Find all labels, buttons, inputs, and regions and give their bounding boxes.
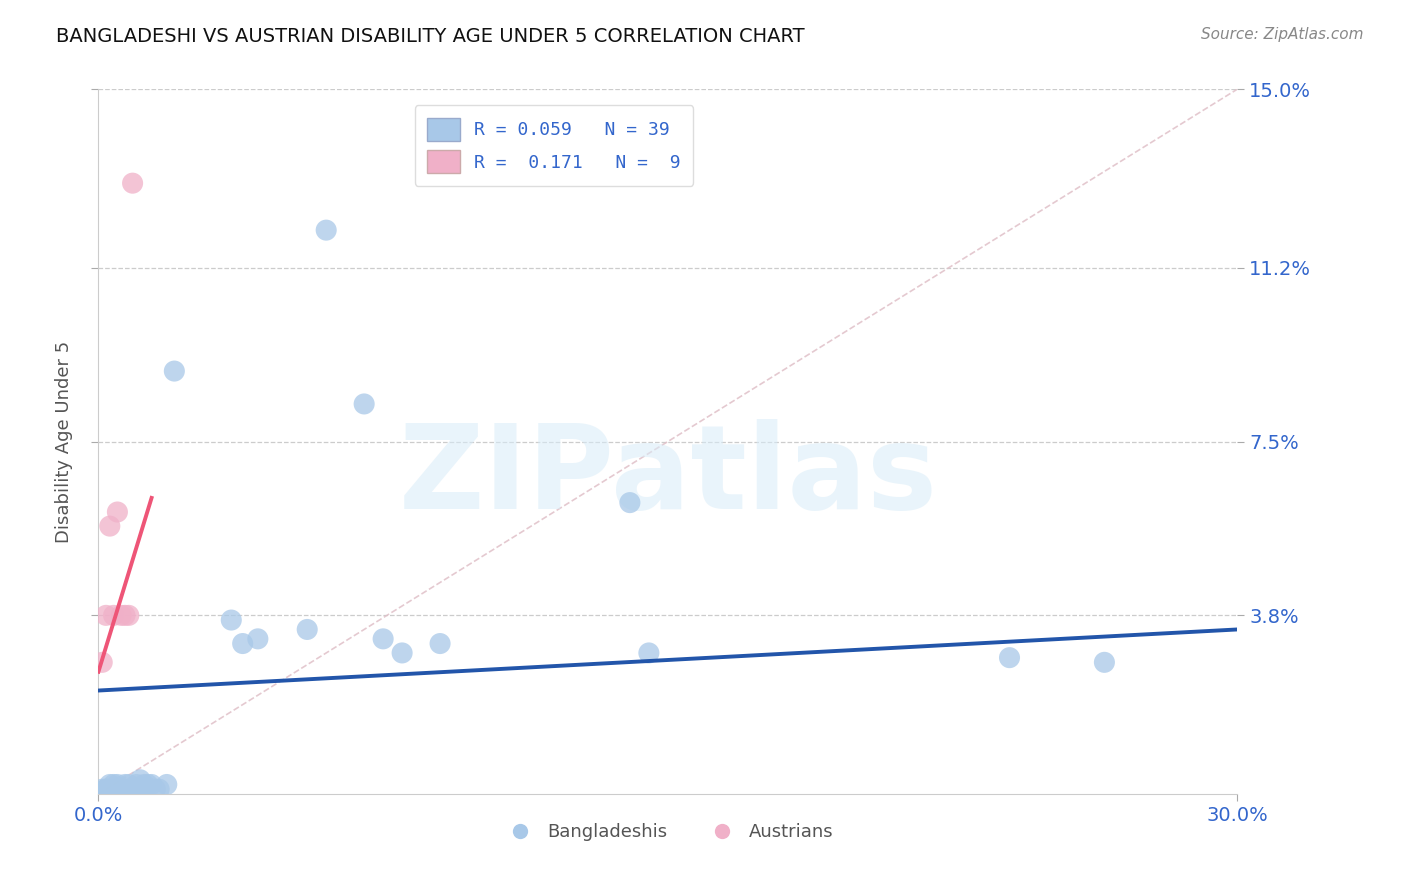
Point (129, 772, 152, 787)
Point (246, 632, 269, 646)
Point (103, 777, 125, 791)
Point (998, 650, 1021, 665)
Point (94, 782, 117, 797)
Point (121, 782, 143, 797)
Y-axis label: Disability Age Under 5: Disability Age Under 5 (55, 341, 73, 542)
Point (118, 608, 141, 623)
Point (163, 364, 186, 378)
Point (125, 782, 148, 797)
Point (297, 623, 319, 637)
Point (315, 223, 337, 237)
Point (136, 777, 159, 791)
Point (91, 782, 114, 797)
Point (638, 646, 661, 660)
Point (221, 613, 243, 627)
Point (98, 782, 121, 797)
Text: Source: ZipAtlas.com: Source: ZipAtlas.com (1201, 27, 1364, 42)
Point (132, 777, 155, 791)
Point (371, 632, 394, 646)
Point (107, 777, 129, 791)
Text: ZIPatlas: ZIPatlas (398, 419, 938, 534)
Point (1094, 656, 1116, 670)
Point (107, 782, 129, 797)
Point (619, 495, 641, 509)
Point (110, 608, 132, 623)
Point (145, 782, 167, 797)
Point (429, 636, 451, 650)
Point (94, 782, 117, 797)
Point (125, 777, 148, 791)
Point (132, 782, 155, 797)
Point (148, 782, 170, 797)
Point (391, 646, 413, 660)
Point (98, 519, 121, 533)
Point (232, 636, 254, 650)
Point (94, 608, 117, 623)
Point (110, 782, 132, 797)
Point (110, 782, 132, 797)
Text: BANGLADESHI VS AUSTRIAN DISABILITY AGE UNDER 5 CORRELATION CHART: BANGLADESHI VS AUSTRIAN DISABILITY AGE U… (56, 27, 804, 45)
Point (103, 608, 125, 623)
Point (118, 782, 141, 797)
Point (114, 608, 136, 623)
Point (103, 782, 125, 797)
Point (156, 777, 179, 791)
Point (91, 656, 114, 670)
Point (114, 777, 136, 791)
Point (121, 176, 143, 190)
Point (107, 505, 129, 519)
Point (98, 777, 121, 791)
Point (118, 777, 141, 791)
Point (353, 397, 375, 411)
Legend: Bangladeshis, Austrians: Bangladeshis, Austrians (495, 816, 841, 848)
Point (141, 777, 163, 791)
